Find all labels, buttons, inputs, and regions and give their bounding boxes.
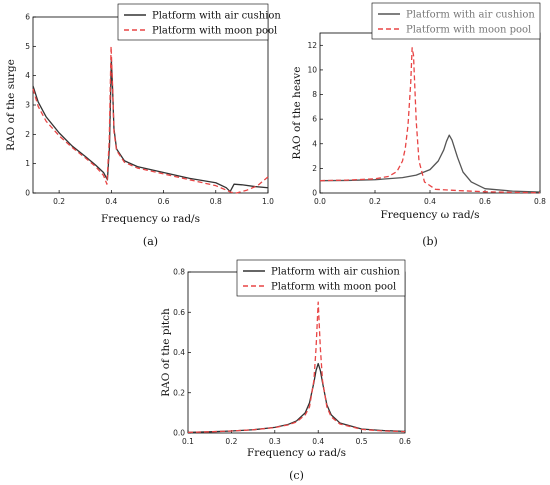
y-tick-label: 2 [312, 164, 317, 173]
panel-label: (a) [143, 235, 158, 248]
y-tick-label: 0.2 [173, 388, 185, 397]
legend-box [117, 3, 269, 41]
y-tick-label: 1 [25, 159, 30, 168]
y-tick-label: 8 [312, 90, 317, 99]
x-axis-label: Frequency ω rad/s [101, 213, 200, 225]
x-tick-label: 0.6 [399, 437, 411, 446]
x-tick-label: 0.2 [225, 437, 237, 446]
x-tick-label: 0.0 [314, 197, 326, 206]
x-tick-label: 0.4 [424, 197, 436, 206]
chart-surge: 0.2 0.4 0.6 0.8 1.0 0 1 2 3 4 5 6 Platform with air … [5, 3, 281, 248]
series-line-moon-pool [187, 301, 406, 434]
x-tick-label: 0.2 [53, 197, 65, 206]
y-tick-label: 2 [25, 130, 30, 139]
plot-frame [32, 16, 269, 194]
x-tick-label: 0.8 [210, 197, 222, 206]
x-tick-label: 0.4 [105, 197, 117, 206]
x-tick-label: 1.0 [262, 197, 274, 206]
y-tick-label: 0.8 [173, 268, 185, 277]
x-tick-label: 0.5 [356, 437, 368, 446]
y-tick-label: 0 [312, 189, 317, 198]
y-axis-label: RAO of the surge [5, 59, 17, 151]
legend-label: Platform with moon pool [271, 282, 396, 293]
y-tick-label: 12 [307, 41, 317, 50]
chart-heave: 0.0 0.2 0.4 0.6 0.8 0 2 4 6 8 10 12 Platform with ai… [291, 2, 546, 248]
legend-label: Platform with air cushion [271, 267, 400, 278]
series-line-air-cushion [32, 58, 269, 193]
series-line-moon-pool [319, 47, 541, 194]
y-tick-label: 0.4 [173, 348, 185, 357]
legend-label: Platform with air cushion [152, 11, 281, 22]
y-axis-label: RAO of the pitch [160, 308, 172, 397]
y-tick-label: 5 [25, 42, 30, 51]
y-tick-label: 0 [25, 189, 30, 198]
x-axis-label: Frequency ω rad/s [247, 447, 346, 459]
x-tick-label: 0.4 [312, 437, 324, 446]
legend-box [371, 2, 541, 40]
y-tick-label: 3 [25, 101, 30, 110]
legend-box [236, 259, 406, 297]
x-axis-label: Frequency ω rad/s [381, 209, 480, 221]
y-tick-label: 6 [25, 13, 30, 22]
y-tick-label: 4 [312, 139, 317, 148]
y-axis-label: RAO of the heave [291, 67, 303, 160]
chart-pitch: 0.1 0.2 0.3 0.4 0.5 0.6 0.0 0.2 0.4 0.6 0.8 Platfor… [160, 259, 411, 482]
x-tick-label: 0.2 [369, 197, 381, 206]
legend-label: Platform with moon pool [406, 25, 531, 36]
y-tick-label: 10 [307, 65, 317, 74]
y-tick-label: 0.0 [173, 429, 185, 438]
x-tick-label: 0.8 [534, 197, 546, 206]
series-line-air-cushion [319, 134, 541, 193]
legend-label: Platform with air cushion [406, 10, 535, 21]
x-tick-label: 0.3 [269, 437, 281, 446]
x-tick-label: 0.1 [182, 437, 194, 446]
series-line-moon-pool [32, 45, 269, 194]
panel-label: (b) [422, 235, 438, 248]
panel-label: (c) [289, 469, 304, 482]
legend-label: Platform with moon pool [152, 26, 277, 37]
x-tick-label: 0.6 [479, 197, 491, 206]
y-tick-label: 0.6 [173, 308, 185, 317]
x-tick-label: 0.6 [158, 197, 170, 206]
y-tick-label: 6 [312, 115, 317, 124]
series-line-air-cushion [187, 362, 406, 434]
y-tick-label: 4 [25, 71, 30, 80]
